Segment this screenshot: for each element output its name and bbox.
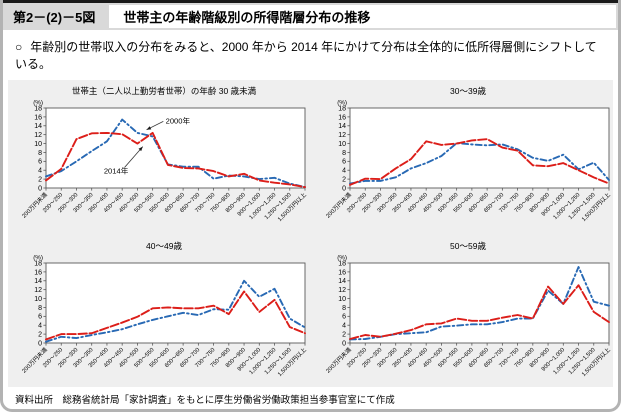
svg-text:16: 16 (34, 269, 42, 276)
svg-text:8: 8 (342, 150, 346, 157)
svg-text:4: 4 (342, 167, 346, 174)
figure-number-label: 第2－(2)－5図 (13, 10, 96, 25)
svg-text:4: 4 (38, 167, 42, 174)
svg-text:2: 2 (38, 176, 42, 183)
svg-text:14: 14 (34, 278, 42, 285)
svg-text:8: 8 (38, 305, 42, 312)
summary-text: 年齢別の世帯収入の分布をみると、2000 年から 2014 年にかけて分布は全体… (15, 40, 597, 72)
svg-text:0: 0 (342, 185, 346, 192)
svg-text:4: 4 (38, 322, 42, 329)
svg-text:8: 8 (342, 305, 346, 312)
svg-text:12: 12 (338, 287, 346, 294)
svg-text:10: 10 (34, 141, 42, 148)
svg-text:4: 4 (342, 322, 346, 329)
top-border-line (3, 0, 618, 3)
svg-text:14: 14 (34, 123, 42, 130)
svg-text:16: 16 (338, 269, 346, 276)
svg-text:18: 18 (338, 260, 346, 267)
bullet-marker-icon: ○ (15, 40, 23, 54)
svg-text:(%): (%) (337, 254, 347, 261)
svg-text:10: 10 (34, 296, 42, 303)
svg-text:14: 14 (338, 278, 346, 285)
summary-bullet: ○ 年齢別の世帯収入の分布をみると、2000 年から 2014 年にかけて分布は全… (3, 30, 618, 80)
svg-text:2: 2 (342, 176, 346, 183)
line-chart-40-49: (%)024681012141618200万円未満200～250250～3003… (20, 254, 308, 378)
svg-text:12: 12 (34, 132, 42, 139)
svg-text:10: 10 (338, 296, 346, 303)
chart-title: 50～59歳 (450, 240, 486, 251)
svg-text:2014年: 2014年 (104, 165, 129, 175)
svg-text:6: 6 (342, 159, 346, 166)
chart-30-39: 30～39歳 (%) 0 2 4 6 8 10 12 14 16 18 200万円未満 200～250 2… (320, 85, 616, 232)
source-note: 資料出所 総務省統計局「家計調査」をもとに厚生労働省労働政策担当参事官室にて作成 (15, 394, 395, 406)
svg-text:18: 18 (34, 105, 42, 112)
svg-text:12: 12 (34, 287, 42, 294)
svg-text:200万円未満: 200万円未満 (324, 190, 353, 219)
svg-text:16: 16 (338, 114, 346, 121)
line-chart-30-39: (%)024681012141618200万円未満200～250250～3003… (324, 99, 612, 223)
chart-40-49: 40～49歳 (%) 0 2 4 6 8 10 12 14 16 18 200万円未満 200～250 2… (16, 240, 312, 387)
svg-text:(%): (%) (33, 254, 43, 261)
svg-text:0: 0 (38, 340, 42, 347)
line-chart-50-59: (%)024681012141618200万円未満200～250250～3003… (324, 254, 612, 378)
svg-text:14: 14 (338, 123, 346, 130)
svg-text:(%): (%) (337, 99, 347, 106)
svg-text:200万円未満: 200万円未満 (324, 345, 353, 374)
svg-text:18: 18 (34, 260, 42, 267)
chart-title: 30～39歳 (450, 85, 486, 96)
svg-text:8: 8 (38, 150, 42, 157)
figure-title: 世帯主の年齢階級別の所得階層分布の推移 (109, 5, 616, 28)
svg-text:0: 0 (38, 185, 42, 192)
figure-header: 第2－(2)－5図 世帯主の年齢階級別の所得階層分布の推移 (3, 3, 618, 30)
line-chart-under-30: (%)024681012141618200万円未満200～250250～3003… (20, 99, 308, 223)
charts-panel: 世帯主（二人以上勤労者世帯）の年齢 30 歳未満 (%) 0 2 4 6 8 10 12 14 1… (8, 79, 616, 387)
svg-text:16: 16 (34, 114, 42, 121)
chart-under-30: 世帯主（二人以上勤労者世帯）の年齢 30 歳未満 (%) 0 2 4 6 8 10 12 14 1… (16, 85, 312, 232)
svg-text:200万円未満: 200万円未満 (20, 190, 49, 219)
svg-text:200万円未満: 200万円未満 (20, 345, 49, 374)
svg-text:6: 6 (38, 159, 42, 166)
svg-text:(%): (%) (33, 99, 43, 106)
svg-text:18: 18 (338, 105, 346, 112)
chart-title: 40～49歳 (146, 240, 182, 251)
svg-text:0: 0 (342, 340, 346, 347)
svg-text:6: 6 (342, 314, 346, 321)
chart-50-59: 50～59歳 (%) 0 2 4 6 8 10 12 14 16 18 200万円未満 200～250 2… (320, 240, 616, 387)
svg-text:2: 2 (38, 331, 42, 338)
svg-text:2000年: 2000年 (166, 115, 191, 125)
svg-text:10: 10 (338, 141, 346, 148)
svg-text:12: 12 (338, 132, 346, 139)
svg-text:2: 2 (342, 331, 346, 338)
chart-title: 世帯主（二人以上勤労者世帯）の年齢 30 歳未満 (71, 85, 257, 96)
svg-text:6: 6 (38, 314, 42, 321)
